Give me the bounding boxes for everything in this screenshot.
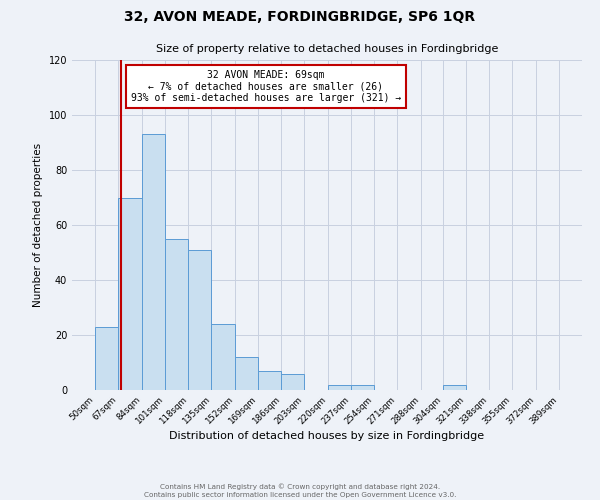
Bar — [258, 371, 281, 390]
Bar — [211, 324, 235, 390]
Bar — [95, 327, 118, 390]
Bar — [118, 198, 142, 390]
Text: Contains HM Land Registry data © Crown copyright and database right 2024.
Contai: Contains HM Land Registry data © Crown c… — [144, 484, 456, 498]
Text: 32 AVON MEADE: 69sqm
← 7% of detached houses are smaller (26)
93% of semi-detach: 32 AVON MEADE: 69sqm ← 7% of detached ho… — [131, 70, 401, 103]
Bar — [235, 357, 258, 390]
Text: 32, AVON MEADE, FORDINGBRIDGE, SP6 1QR: 32, AVON MEADE, FORDINGBRIDGE, SP6 1QR — [124, 10, 476, 24]
Bar — [281, 374, 304, 390]
Title: Size of property relative to detached houses in Fordingbridge: Size of property relative to detached ho… — [156, 44, 498, 54]
Bar — [443, 384, 466, 390]
Bar — [351, 384, 374, 390]
Bar — [165, 239, 188, 390]
X-axis label: Distribution of detached houses by size in Fordingbridge: Distribution of detached houses by size … — [169, 432, 485, 442]
Y-axis label: Number of detached properties: Number of detached properties — [33, 143, 43, 307]
Bar — [328, 384, 351, 390]
Bar — [142, 134, 165, 390]
Bar — [188, 250, 211, 390]
